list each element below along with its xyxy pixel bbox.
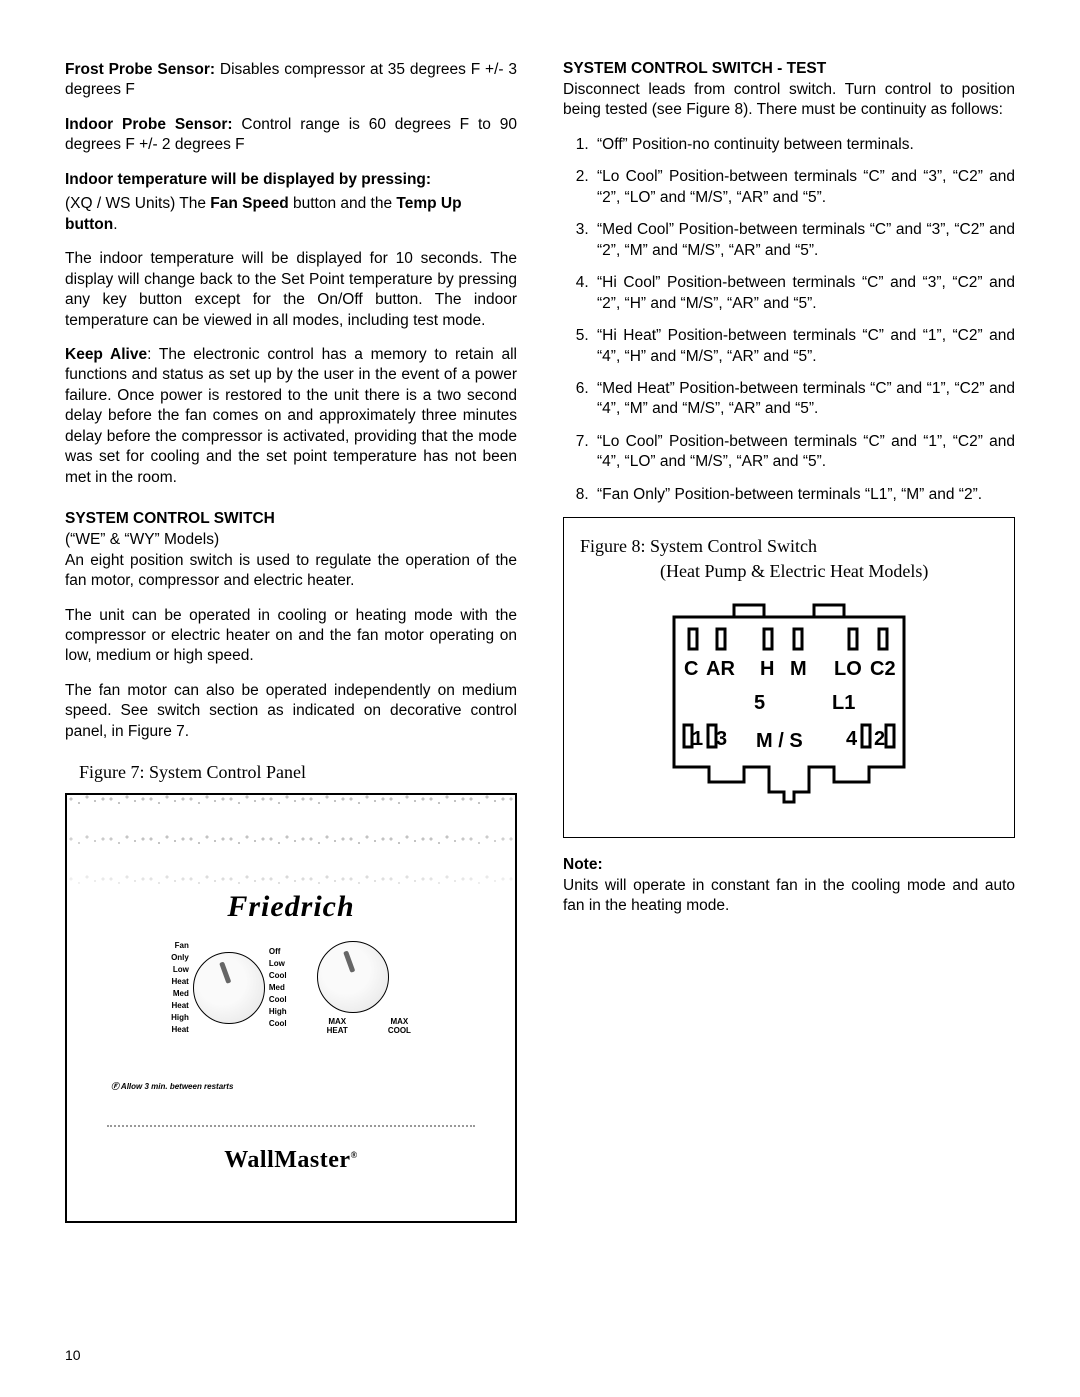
list-item: “Fan Only” Position-between terminals “L… — [593, 485, 1015, 505]
list-item: “Med Cool” Position-between terminals “C… — [593, 220, 1015, 261]
left-column: Frost Probe Sensor: Disables compressor … — [65, 60, 517, 1223]
knob-row: FanOnly LowHeat MedHeat HighHeat Off Low… — [67, 940, 515, 1036]
list-item: “Hi Heat” Position-between terminals “C”… — [593, 326, 1015, 367]
brand-logo: Friedrich — [67, 890, 515, 924]
frost-label: Frost Probe Sensor: — [65, 61, 215, 78]
test-list: “Off” Position-no continuity between ter… — [563, 135, 1015, 505]
note-heading: Note: — [563, 856, 1015, 874]
keep-alive-para: Keep Alive: The electronic control has a… — [65, 345, 517, 488]
scs-p2: The unit can be operated in cooling or h… — [65, 606, 517, 667]
frost-probe-para: Frost Probe Sensor: Disables compressor … — [65, 60, 517, 101]
svg-text:AR: AR — [706, 658, 735, 680]
mode-knob-group: FanOnly LowHeat MedHeat HighHeat Off Low… — [171, 940, 287, 1036]
indoor-temp-heading: Indoor temperature will be displayed by … — [65, 170, 517, 190]
svg-text:L1: L1 — [832, 692, 855, 714]
fig7-caption: Figure 7: System Control Panel — [79, 762, 517, 783]
xq-mid: button and the — [289, 195, 397, 212]
temp-knob — [317, 941, 389, 1013]
svg-text:1: 1 — [692, 728, 703, 750]
svg-text:C: C — [684, 658, 698, 680]
page-number: 10 — [65, 1347, 81, 1363]
figure-7-panel: Friedrich FanOnly LowHeat MedHeat HighHe… — [65, 793, 517, 1223]
svg-text:2: 2 — [874, 728, 885, 750]
keep-alive-text: : The electronic control has a memory to… — [65, 346, 517, 486]
scs-p1: An eight position switch is used to regu… — [65, 551, 517, 592]
xq-prefix: (XQ / WS Units) The — [65, 195, 210, 212]
indoor-temp-para: The indoor temperature will be displayed… — [65, 249, 517, 331]
fan-speed-bold: Fan Speed — [210, 195, 288, 212]
temp-knob-labels: MAXHEAT MAXCOOL — [327, 1017, 411, 1035]
svg-text:H: H — [760, 658, 774, 680]
test-heading: SYSTEM CONTROL SWITCH - TEST — [563, 60, 1015, 78]
mode-labels-left: FanOnly LowHeat MedHeat HighHeat — [171, 940, 189, 1036]
max-heat-label: MAXHEAT — [327, 1017, 348, 1035]
svg-text:M: M — [790, 658, 807, 680]
figure-8-box: Figure 8: System Control Switch (Heat Pu… — [563, 517, 1015, 838]
wallmaster-logo: WallMaster® — [67, 1147, 515, 1174]
svg-text:LO: LO — [834, 658, 862, 680]
fig8-caption: Figure 8: System Control Switch (Heat Pu… — [580, 534, 998, 583]
list-item: “Med Heat” Position-between terminals “C… — [593, 379, 1015, 420]
list-item: “Lo Cool” Position-between terminals “C”… — [593, 432, 1015, 473]
svg-text:M / S: M / S — [756, 730, 803, 752]
svg-text:3: 3 — [716, 728, 727, 750]
scs-p3: The fan motor can also be operated indep… — [65, 681, 517, 742]
fig8-caption-line1: Figure 8: System Control Switch — [580, 536, 817, 556]
keep-alive-label: Keep Alive — [65, 346, 147, 363]
list-item: “Off” Position-no continuity between ter… — [593, 135, 1015, 155]
mode-knob — [193, 952, 265, 1024]
dot-divider — [107, 1125, 475, 1127]
svg-text:4: 4 — [846, 728, 858, 750]
allow-note: Ⓕ Allow 3 min. between restarts — [111, 1081, 233, 1092]
xq-suffix: . — [113, 216, 117, 233]
note-text: Units will operate in constant fan in th… — [563, 876, 1015, 917]
indoor-probe-para: Indoor Probe Sensor: Control range is 60… — [65, 115, 517, 156]
right-column: SYSTEM CONTROL SWITCH - TEST Disconnect … — [563, 60, 1015, 1223]
switch-diagram: C AR H M LO C2 5 L1 — [634, 597, 944, 817]
indoor-label: Indoor Probe Sensor: — [65, 116, 233, 133]
max-cool-label: MAXCOOL — [388, 1017, 411, 1035]
fig8-caption-line2: (Heat Pump & Electric Heat Models) — [660, 559, 928, 583]
scs-models: (“WE” & “WY” Models) — [65, 530, 517, 550]
svg-text:5: 5 — [754, 692, 765, 714]
list-item: “Hi Cool” Position-between terminals “C”… — [593, 273, 1015, 314]
xq-line: (XQ / WS Units) The Fan Speed button and… — [65, 194, 517, 235]
temp-knob-group: MAXHEAT MAXCOOL — [317, 941, 411, 1035]
mode-labels-right: Off LowCool MedCool HighCool — [269, 946, 287, 1030]
svg-text:C2: C2 — [870, 658, 896, 680]
list-item: “Lo Cool” Position-between terminals “C”… — [593, 167, 1015, 208]
scs-heading: SYSTEM CONTROL SWITCH — [65, 510, 517, 528]
test-intro: Disconnect leads from control switch. Tu… — [563, 80, 1015, 121]
